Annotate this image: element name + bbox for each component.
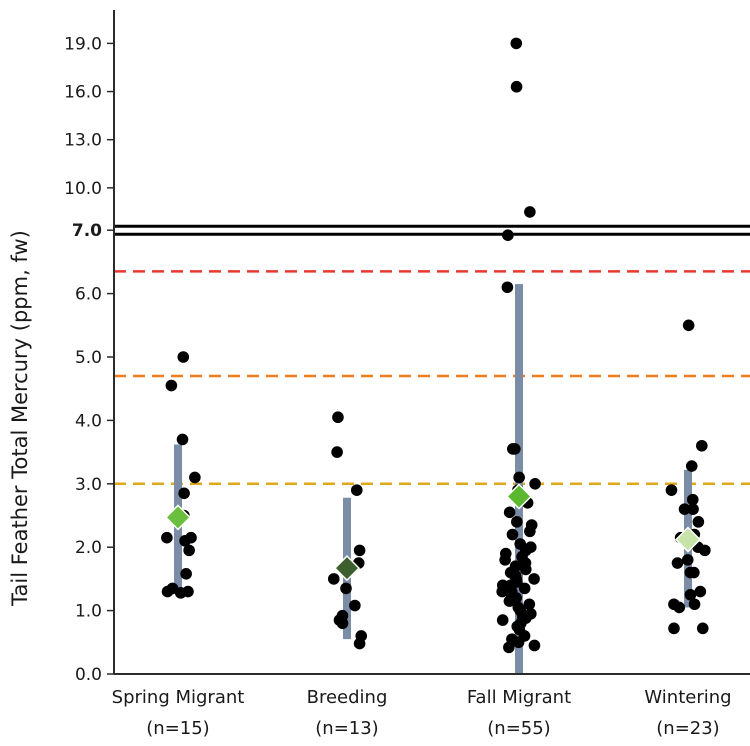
data-point-1-12 [353, 637, 366, 650]
data-point-2-8 [529, 478, 541, 490]
data-point-1-10 [336, 617, 349, 630]
data-point-3-17 [684, 588, 697, 601]
data-point-2-6 [509, 443, 521, 455]
data-point-1-7 [349, 599, 361, 612]
x-label-0: Spring Migrant [112, 687, 245, 708]
data-point-2-12 [511, 516, 523, 528]
y-tick-13.0-label: 13.0 [64, 131, 102, 151]
y-axis-label: Tail Feather Total Mercury (ppm, fw) [8, 230, 32, 607]
data-point-3-3 [665, 484, 678, 496]
data-point-1-5 [327, 573, 340, 585]
data-point-2-46 [496, 614, 509, 626]
data-point-3-7 [692, 516, 705, 528]
data-point-3-1 [696, 439, 708, 452]
mean-marker-2 [505, 483, 533, 510]
data-point-3-18 [688, 598, 701, 611]
data-point-1-2 [350, 484, 363, 496]
data-point-0-13 [161, 585, 174, 598]
data-point-3-21 [668, 622, 680, 635]
data-point-3-22 [673, 601, 686, 614]
y-tick-5.0-label: 5.0 [75, 348, 102, 368]
data-point-1-3 [353, 544, 366, 557]
x-n-label-2: (n=55) [487, 718, 550, 739]
data-point-3-15 [688, 566, 700, 579]
data-point-2-1 [510, 80, 523, 93]
data-point-3-5 [687, 503, 699, 515]
data-point-2-54 [503, 641, 515, 654]
data-point-3-0 [682, 319, 695, 332]
data-point-1-0 [332, 411, 344, 424]
data-point-1-1 [331, 446, 343, 458]
data-point-3-2 [685, 460, 698, 472]
data-point-2-11 [503, 506, 516, 519]
data-point-3-16 [694, 585, 707, 598]
data-point-3-6 [678, 503, 691, 515]
data-point-2-7 [513, 471, 525, 484]
data-point-2-15 [506, 528, 519, 541]
data-point-2-4 [501, 281, 514, 294]
data-point-0-6 [161, 531, 173, 544]
data-point-3-20 [696, 622, 709, 635]
data-point-2-3 [502, 229, 514, 241]
data-point-0-2 [176, 433, 189, 446]
y-tick-16.0-label: 16.0 [64, 83, 102, 103]
mean-marker-1 [333, 555, 361, 582]
data-point-2-29 [528, 573, 540, 585]
data-point-3-11 [699, 544, 711, 557]
data-point-2-21 [499, 554, 511, 566]
data-point-0-9 [183, 544, 195, 557]
data-point-1-6 [340, 582, 352, 595]
data-point-2-53 [528, 639, 541, 652]
mean-marker-0 [164, 504, 192, 531]
data-point-0-8 [179, 535, 191, 547]
x-label-3: Wintering [644, 687, 731, 708]
y-tick-10.0-label: 10.0 [64, 179, 102, 199]
y-tick-0.0-label: 0.0 [75, 665, 102, 685]
data-point-0-0 [177, 351, 190, 363]
x-n-label-1: (n=13) [315, 718, 378, 739]
data-point-0-14 [174, 587, 187, 599]
y-tick-6.0-label: 6.0 [75, 285, 102, 305]
data-point-2-40 [523, 598, 536, 611]
data-point-3-13 [671, 557, 684, 569]
data-point-0-4 [178, 487, 190, 500]
data-point-2-39 [503, 595, 516, 607]
data-point-0-1 [165, 379, 178, 392]
data-point-3-4 [686, 493, 699, 506]
data-point-2-34 [518, 582, 531, 595]
y-tick-break-label: 7.0 [72, 221, 102, 241]
mean-marker-3 [674, 526, 702, 553]
data-point-2-0 [510, 37, 523, 50]
y-tick-1.0-label: 1.0 [75, 602, 102, 622]
y-tick-4.0-label: 4.0 [75, 411, 102, 431]
y-tick-3.0-label: 3.0 [75, 475, 102, 495]
x-n-label-3: (n=23) [656, 718, 719, 739]
data-point-0-3 [189, 471, 201, 484]
data-point-2-2 [524, 206, 536, 218]
data-point-3-12 [681, 554, 694, 566]
data-point-0-10 [180, 568, 192, 580]
data-point-2-35 [496, 585, 508, 598]
data-point-2-24 [519, 563, 532, 576]
data-point-2-14 [524, 525, 536, 538]
x-n-label-0: (n=15) [146, 718, 209, 739]
y-tick-2.0-label: 2.0 [75, 538, 102, 558]
y-tick-19.0-label: 19.0 [64, 34, 102, 54]
data-point-2-52 [512, 636, 525, 649]
x-label-1: Breeding [307, 687, 388, 708]
x-label-2: Fall Migrant [467, 687, 571, 708]
